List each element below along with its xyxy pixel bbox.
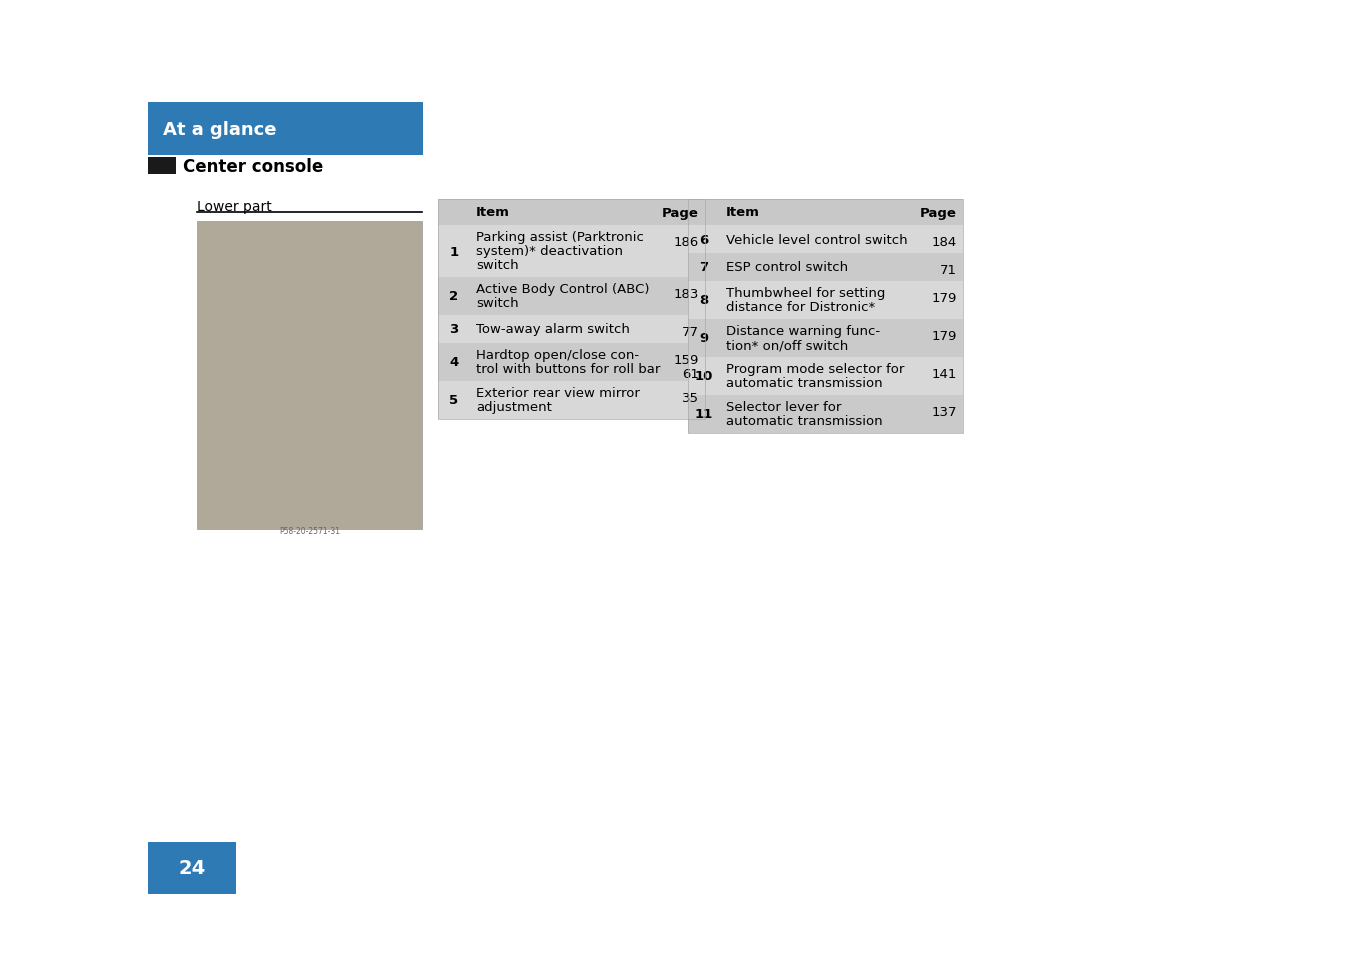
Text: Item: Item bbox=[725, 206, 759, 219]
Bar bbox=[149, 158, 176, 174]
Text: 183: 183 bbox=[674, 288, 698, 301]
Text: 2: 2 bbox=[450, 291, 458, 303]
Bar bbox=[688, 253, 963, 282]
Text: P58-20-2571-31: P58-20-2571-31 bbox=[280, 526, 340, 536]
Bar bbox=[688, 319, 963, 357]
Text: 7: 7 bbox=[700, 261, 708, 274]
Text: switch: switch bbox=[476, 297, 519, 310]
Text: 24: 24 bbox=[178, 859, 205, 878]
Text: Vehicle level control switch: Vehicle level control switch bbox=[725, 233, 908, 246]
Text: 6: 6 bbox=[700, 233, 709, 246]
Text: adjustment: adjustment bbox=[476, 401, 551, 414]
Text: 4: 4 bbox=[450, 356, 458, 369]
Text: 184: 184 bbox=[932, 235, 957, 249]
Text: 35: 35 bbox=[682, 392, 698, 405]
Text: 5: 5 bbox=[450, 395, 458, 407]
Text: 8: 8 bbox=[700, 294, 709, 307]
Text: Parking assist (Parktronic: Parking assist (Parktronic bbox=[476, 232, 644, 244]
Bar bbox=[438, 315, 705, 344]
Text: switch: switch bbox=[476, 259, 519, 273]
Text: 11: 11 bbox=[694, 408, 713, 421]
Bar bbox=[688, 395, 963, 434]
Bar bbox=[438, 344, 705, 381]
Bar bbox=[688, 282, 963, 319]
Text: Tow-away alarm switch: Tow-away alarm switch bbox=[476, 323, 630, 336]
Bar bbox=[688, 357, 963, 395]
Bar bbox=[149, 842, 236, 894]
Text: Distance warning func-: Distance warning func- bbox=[725, 325, 880, 338]
Text: 71: 71 bbox=[940, 264, 957, 276]
Text: Item: Item bbox=[476, 206, 509, 219]
Text: system)* deactivation: system)* deactivation bbox=[476, 245, 623, 258]
Text: Program mode selector for: Program mode selector for bbox=[725, 363, 904, 376]
Bar bbox=[438, 381, 705, 419]
Text: 10: 10 bbox=[694, 370, 713, 383]
Bar bbox=[438, 226, 705, 277]
Bar bbox=[438, 200, 705, 419]
Text: 159: 159 bbox=[674, 354, 698, 367]
Bar bbox=[438, 277, 705, 315]
Text: 9: 9 bbox=[700, 333, 708, 345]
Text: trol with buttons for roll bar: trol with buttons for roll bar bbox=[476, 363, 661, 376]
Bar bbox=[438, 200, 705, 226]
Text: distance for Distronic*: distance for Distronic* bbox=[725, 301, 875, 314]
Text: automatic transmission: automatic transmission bbox=[725, 377, 882, 390]
Text: Active Body Control (ABC): Active Body Control (ABC) bbox=[476, 283, 650, 296]
Bar bbox=[688, 226, 963, 253]
Text: ESP control switch: ESP control switch bbox=[725, 261, 848, 274]
Text: Center console: Center console bbox=[182, 158, 323, 175]
Text: automatic transmission: automatic transmission bbox=[725, 416, 882, 428]
Text: 186: 186 bbox=[674, 235, 698, 249]
Text: Thumbwheel for setting: Thumbwheel for setting bbox=[725, 287, 885, 300]
Text: 3: 3 bbox=[450, 323, 458, 336]
Bar bbox=[688, 200, 963, 226]
Text: Lower part: Lower part bbox=[197, 200, 272, 213]
Text: 1: 1 bbox=[450, 245, 458, 258]
Text: At a glance: At a glance bbox=[163, 121, 277, 139]
Text: Page: Page bbox=[662, 206, 698, 219]
Bar bbox=[149, 103, 423, 156]
Text: 179: 179 bbox=[932, 330, 957, 343]
Text: 137: 137 bbox=[931, 406, 957, 418]
Text: 61: 61 bbox=[682, 368, 698, 380]
Text: Exterior rear view mirror: Exterior rear view mirror bbox=[476, 387, 640, 400]
Text: 179: 179 bbox=[932, 292, 957, 305]
Text: Page: Page bbox=[920, 206, 957, 219]
Bar bbox=[197, 222, 422, 530]
Text: Selector lever for: Selector lever for bbox=[725, 401, 842, 414]
Text: 77: 77 bbox=[682, 326, 698, 338]
Bar bbox=[688, 200, 963, 434]
Text: Hardtop open/close con-: Hardtop open/close con- bbox=[476, 349, 639, 362]
Text: tion* on/off switch: tion* on/off switch bbox=[725, 339, 848, 352]
Text: 141: 141 bbox=[932, 368, 957, 380]
